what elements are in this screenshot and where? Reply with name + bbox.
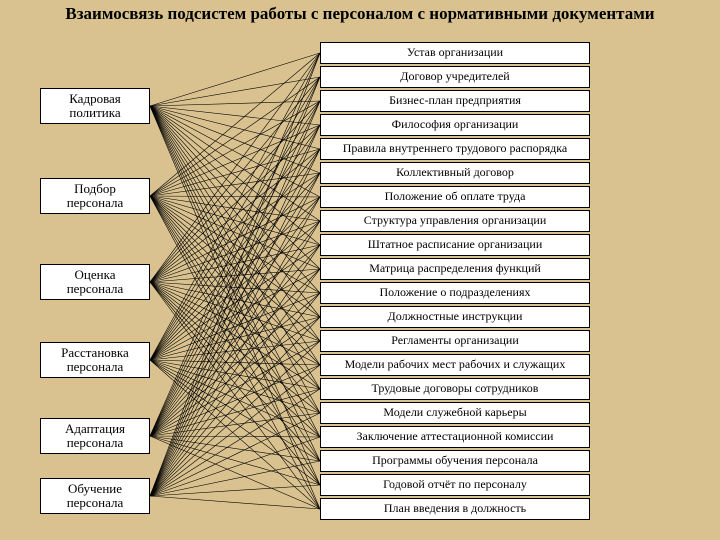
document-box: Программы обучения персонала <box>320 450 590 472</box>
subsystem-box: Оценка персонала <box>40 264 150 300</box>
document-box: Модели рабочих мест рабочих и служащих <box>320 354 590 376</box>
subsystem-box: Кадровая политика <box>40 88 150 124</box>
document-box: Годовой отчёт по персоналу <box>320 474 590 496</box>
subsystem-box: Расстановка персонала <box>40 342 150 378</box>
subsystem-box: Подбор персонала <box>40 178 150 214</box>
document-box: Должностные инструкции <box>320 306 590 328</box>
document-box: Регламенты организации <box>320 330 590 352</box>
document-box: План введения в должность <box>320 498 590 520</box>
document-box: Штатное расписание организации <box>320 234 590 256</box>
document-box: Положение об оплате труда <box>320 186 590 208</box>
document-box: Положение о подразделениях <box>320 282 590 304</box>
document-box: Правила внутреннего трудового распорядка <box>320 138 590 160</box>
document-box: Структура управления организации <box>320 210 590 232</box>
document-box: Заключение аттестационной комиссии <box>320 426 590 448</box>
subsystem-box: Обучение персонала <box>40 478 150 514</box>
document-box: Бизнес-план предприятия <box>320 90 590 112</box>
document-box: Договор учредителей <box>320 66 590 88</box>
document-box: Матрица распределения функций <box>320 258 590 280</box>
document-box: Коллективный договор <box>320 162 590 184</box>
document-box: Философия организации <box>320 114 590 136</box>
subsystem-box: Адаптация персонала <box>40 418 150 454</box>
document-box: Модели служебной карьеры <box>320 402 590 424</box>
document-box: Трудовые договоры сотрудников <box>320 378 590 400</box>
document-box: Устав организации <box>320 42 590 64</box>
diagram-title: Взаимосвязь подсистем работы с персонало… <box>0 4 720 24</box>
